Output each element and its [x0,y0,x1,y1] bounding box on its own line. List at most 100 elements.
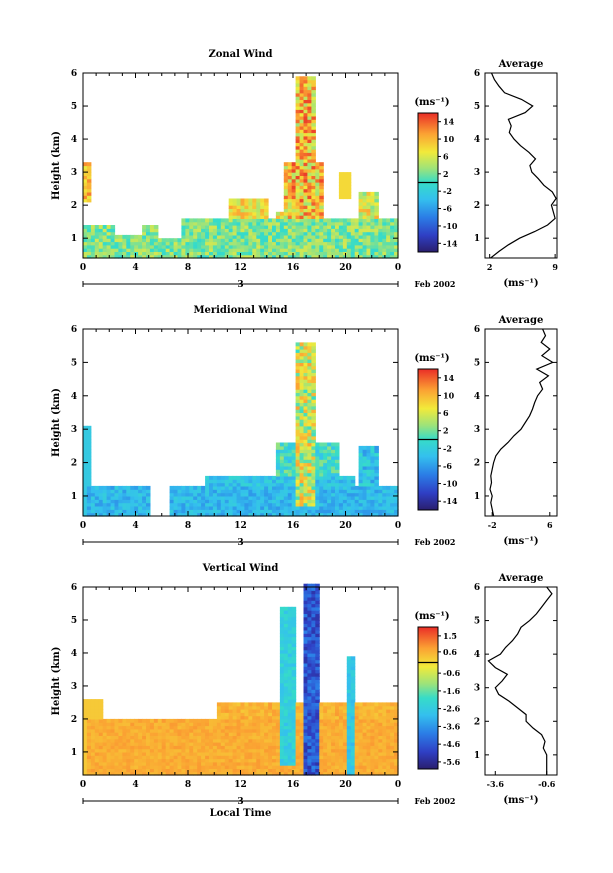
field-cell [244,502,249,507]
field-cell [346,185,352,190]
field-cell [346,218,352,223]
field-cell [248,225,253,229]
field-cell [338,758,344,763]
field-cell [291,751,297,756]
field-cell [287,649,293,654]
field-cell [256,745,261,750]
field-cell [283,218,289,223]
field-cell [303,425,308,430]
field-cell [83,165,88,170]
field-cell [185,231,190,236]
field-cell [303,489,308,494]
field-cell [358,208,364,213]
field-cell [295,429,301,434]
field-cell [342,238,348,243]
field-cell [169,506,175,510]
field-cell [319,172,324,176]
field-cell [201,725,206,730]
field-cell [350,479,356,484]
field-cell [272,218,277,223]
field-cell [374,472,379,477]
field-cell [342,485,348,490]
field-cell [307,109,312,114]
field-cell [311,587,316,591]
field-cell [114,248,119,252]
field-cell [161,725,167,730]
field-cell [240,248,245,252]
field-cell [327,755,332,760]
field-cell [323,479,328,484]
field-cell [370,201,375,206]
field-cell [83,248,88,252]
field-cell [303,452,308,457]
field-cell [90,748,96,753]
profile-y-tick-label: 4 [474,135,480,145]
field-cell [315,198,320,203]
field-cell [366,201,371,206]
field-cell [122,238,127,243]
field-cell [283,211,289,216]
field-cell [275,445,281,450]
field-cell [291,748,297,753]
field-cell [169,742,175,746]
field-cell [260,215,265,219]
field-cell [382,248,387,252]
field-cell [264,198,269,203]
field-cell [149,742,155,746]
field-cell [303,215,308,219]
field-cell [209,506,214,510]
field-cell [362,725,368,730]
field-cell [83,715,88,720]
field-cell [114,728,119,733]
field-cell [370,455,375,460]
field-cell [185,225,190,229]
field-cell [114,254,119,259]
field-cell [224,241,230,246]
field-cell [299,715,305,720]
field-cell [169,241,175,246]
field-cell [366,742,371,746]
field-cell [94,512,100,517]
field-cell [275,745,281,750]
field-cell [248,241,253,246]
field-cell [315,469,320,474]
field-cell [394,225,399,229]
field-cell [118,248,123,252]
field-cell [378,489,383,494]
field-cell [275,715,281,720]
field-cell [354,771,360,776]
field-cell [362,745,368,750]
field-cell [118,751,123,756]
field-cell [209,725,214,730]
field-cell [307,389,312,393]
field-cell [205,725,210,730]
field-cell [366,755,371,760]
field-cell [236,745,242,750]
field-cell [346,738,352,743]
field-cell [134,509,139,514]
field-cell [287,672,293,677]
field-cell [256,231,261,236]
field-cell [232,715,238,720]
field-cell [374,462,379,467]
field-cell [323,225,328,229]
field-cell [295,345,301,350]
field-cell [283,475,289,480]
field-cell [295,735,301,740]
field-cell [153,755,159,760]
field-cell [295,496,301,500]
field-cell [291,191,297,196]
field-cell [327,758,332,763]
field-cell [272,758,277,763]
field-cell [181,251,186,256]
field-cell [394,251,399,256]
field-cell [338,195,344,200]
field-cell [350,656,356,661]
field-cell [161,755,167,760]
field-cell [311,472,316,477]
field-cell [323,254,328,259]
field-cell [311,142,316,147]
field-cell [323,755,328,760]
field-cell [331,506,336,510]
field-cell [283,718,289,723]
